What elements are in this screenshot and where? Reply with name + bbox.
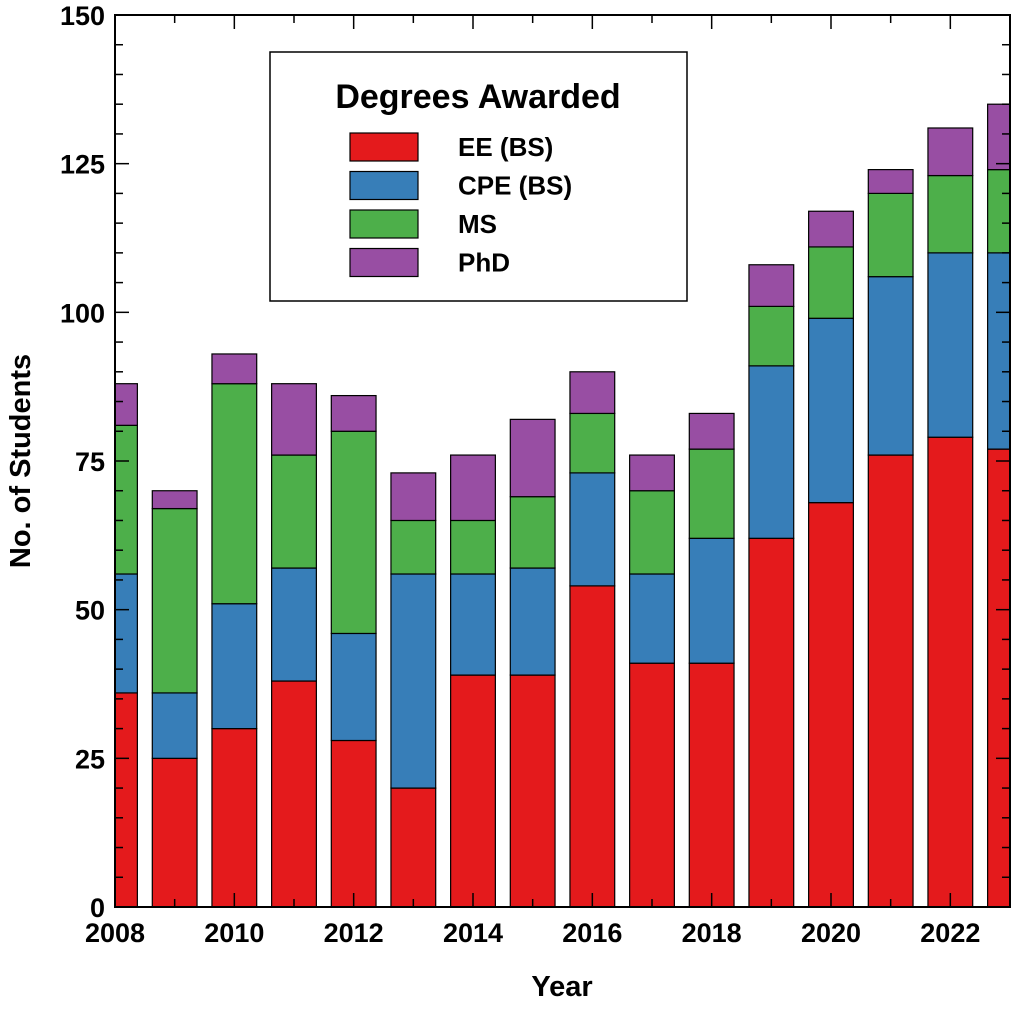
bar-2014-ee-bs xyxy=(450,674,496,907)
legend-box xyxy=(269,51,688,302)
bar-2021-phd xyxy=(867,169,914,194)
y-tick-label: 100 xyxy=(60,298,105,328)
legend-label: MS xyxy=(458,209,497,239)
bar-2010-ee-bs xyxy=(211,727,258,907)
bar-2014-cpe-bs xyxy=(450,573,496,676)
bar-2015-cpe-bs xyxy=(509,567,556,676)
bar-2022-ee-bs xyxy=(927,436,974,907)
bar-2008-ee-bs xyxy=(115,692,138,907)
bar-2008-ms xyxy=(115,424,138,575)
y-tick-label: 50 xyxy=(75,596,105,626)
bar-2021-ee-bs xyxy=(867,454,914,907)
bar-2011-phd xyxy=(271,383,317,456)
bar-2017-ms xyxy=(629,490,675,575)
bar-2009-ee-bs xyxy=(151,757,198,907)
bar-2012-ee-bs xyxy=(330,739,377,907)
bar-2016-ms xyxy=(569,412,616,474)
bar-2008-phd xyxy=(115,383,138,426)
bar-2018-ms xyxy=(688,448,735,539)
x-axis-title: Year xyxy=(531,971,592,1003)
bar-2013-ms xyxy=(390,519,437,575)
bar-2011-ee-bs xyxy=(271,680,317,907)
bar-2019-cpe-bs xyxy=(748,365,795,539)
y-tick-label: 150 xyxy=(60,1,105,31)
bar-2018-ee-bs xyxy=(688,662,735,907)
legend-title: Degrees Awarded xyxy=(335,78,620,116)
bar-2019-ee-bs xyxy=(748,537,795,907)
bar-2022-cpe-bs xyxy=(927,252,974,438)
legend-swatch xyxy=(349,247,419,278)
bar-2019-ms xyxy=(748,305,795,367)
bar-2018-cpe-bs xyxy=(688,537,735,664)
y-tick-label: 125 xyxy=(60,150,105,180)
x-tick-label: 2008 xyxy=(85,918,145,948)
bar-2021-ms xyxy=(867,192,914,278)
bar-2023-ms xyxy=(987,169,1010,254)
x-tick-label: 2014 xyxy=(443,918,503,948)
y-tick-label: 75 xyxy=(75,447,105,477)
bar-2012-phd xyxy=(330,394,377,432)
legend-swatch xyxy=(349,132,419,162)
bar-2023-phd xyxy=(987,103,1010,171)
bar-2010-cpe-bs xyxy=(211,603,258,730)
bar-2023-cpe-bs xyxy=(987,252,1010,450)
bar-2016-phd xyxy=(569,371,616,415)
bar-2017-ee-bs xyxy=(629,662,675,907)
bar-2016-ee-bs xyxy=(569,585,616,907)
x-tick-label: 2016 xyxy=(562,918,622,948)
bar-2012-cpe-bs xyxy=(330,632,377,742)
bar-2015-ee-bs xyxy=(509,674,556,907)
bar-2015-ms xyxy=(509,496,556,569)
bar-2012-ms xyxy=(330,430,377,635)
bar-2009-cpe-bs xyxy=(151,692,198,759)
legend-label: EE (BS) xyxy=(458,132,553,162)
bar-2018-phd xyxy=(688,412,735,450)
bar-2023-ee-bs xyxy=(987,448,1010,907)
bar-2020-phd xyxy=(808,210,854,248)
bar-2014-phd xyxy=(450,454,496,522)
bar-2011-cpe-bs xyxy=(271,567,317,682)
bar-2014-ms xyxy=(450,519,496,575)
legend-label: PhD xyxy=(458,248,510,278)
bar-2015-phd xyxy=(509,418,556,498)
x-tick-label: 2010 xyxy=(204,918,264,948)
legend-label: CPE (BS) xyxy=(458,171,572,201)
bar-2013-cpe-bs xyxy=(390,573,437,789)
ticks xyxy=(114,14,1011,908)
legend-swatch xyxy=(349,209,419,239)
bar-2017-phd xyxy=(629,454,675,492)
bar-2020-ee-bs xyxy=(808,502,854,907)
x-tick-label: 2022 xyxy=(920,918,980,948)
bar-2020-ms xyxy=(808,246,854,319)
bar-2013-ee-bs xyxy=(390,787,437,907)
bar-2019-phd xyxy=(748,264,795,307)
y-tick-label: 0 xyxy=(90,893,105,923)
bar-2010-phd xyxy=(211,353,258,385)
legend: Degrees Awarded EE (BS) CPE (BS) MS PhD xyxy=(269,51,688,302)
bar-2022-ms xyxy=(927,174,974,254)
bar-2010-ms xyxy=(211,383,258,605)
bar-2009-ms xyxy=(151,507,198,694)
plot-frame xyxy=(114,14,1011,908)
x-tick-label: 2012 xyxy=(324,918,384,948)
bar-2017-cpe-bs xyxy=(629,573,675,664)
y-tick-label: 25 xyxy=(75,744,105,774)
x-tick-label: 2020 xyxy=(801,918,861,948)
bar-2013-phd xyxy=(390,472,437,522)
bar-2016-cpe-bs xyxy=(569,472,616,587)
bar-2009-phd xyxy=(151,490,198,510)
bar-2008-cpe-bs xyxy=(115,573,138,694)
bar-2022-phd xyxy=(927,127,974,177)
x-tick-label: 2018 xyxy=(682,918,742,948)
y-axis-title: No. of Students xyxy=(5,354,37,568)
bar-2020-cpe-bs xyxy=(808,317,854,504)
bar-2011-ms xyxy=(271,454,317,569)
bars xyxy=(115,103,1010,907)
bar-2021-cpe-bs xyxy=(867,276,914,456)
legend-swatch xyxy=(349,170,419,201)
